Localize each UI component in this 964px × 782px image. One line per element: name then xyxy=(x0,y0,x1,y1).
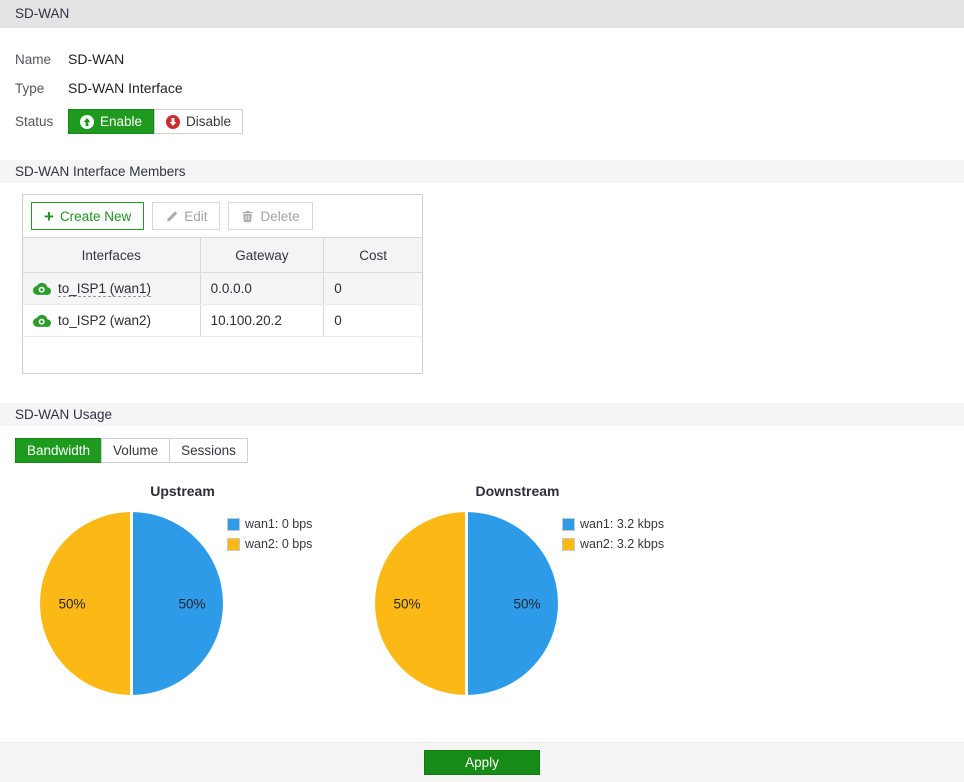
legend-item: wan2: 3.2 kbps xyxy=(562,537,664,551)
tab-bandwidth[interactable]: Bandwidth xyxy=(15,438,103,463)
pencil-icon xyxy=(167,210,178,222)
pie-percent-label: 50% xyxy=(178,596,206,611)
wan-cloud-icon xyxy=(33,314,51,327)
wan1-swatch xyxy=(562,517,575,531)
name-label: Name xyxy=(15,51,52,67)
cost-cell: 0 xyxy=(323,272,422,305)
enable-button[interactable]: Enable xyxy=(68,109,155,134)
gateway-cell: 0.0.0.0 xyxy=(199,272,324,305)
legend-label: wan2: 0 bps xyxy=(245,537,313,551)
apply-button[interactable]: Apply xyxy=(424,750,540,775)
legend-label: wan1: 3.2 kbps xyxy=(580,517,665,531)
type-row: Type SD-WAN Interface xyxy=(15,80,964,96)
delete-button[interactable]: Delete xyxy=(228,202,313,230)
wan1-swatch xyxy=(227,517,240,531)
downstream-chart: Downstream 50% 50% wan1: 3.2 kbps wan2: … xyxy=(350,483,685,695)
status-row: Status Enable Disable xyxy=(15,109,964,134)
legend-item: wan1: 0 bps xyxy=(227,517,312,531)
legend-item: wan2: 0 bps xyxy=(227,537,312,551)
upstream-chart: Upstream 50% 50% wan1: 0 bps wan2: 0 bps xyxy=(15,483,350,695)
downstream-chart-title: Downstream xyxy=(475,483,560,499)
page-title: SD-WAN xyxy=(15,6,70,21)
trash-icon xyxy=(242,210,253,222)
members-section-title: SD-WAN Interface Members xyxy=(15,164,186,179)
header-interfaces[interactable]: Interfaces xyxy=(23,237,201,273)
disable-button[interactable]: Disable xyxy=(154,109,244,134)
members-table: Interfaces Gateway Cost to_ISP1 (wan1) xyxy=(23,237,422,337)
footer-bar: Apply xyxy=(0,742,964,782)
plus-icon: + xyxy=(44,206,54,226)
legend-item: wan1: 3.2 kbps xyxy=(562,517,664,531)
usage-section-bar: SD-WAN Usage xyxy=(0,403,964,426)
members-toolbar: + Create New Edit Delete xyxy=(23,195,422,237)
members-table-header-row: Interfaces Gateway Cost xyxy=(23,237,422,273)
name-row: Name SD-WAN xyxy=(15,51,964,67)
disable-label: Disable xyxy=(186,114,232,129)
usage-charts: Upstream 50% 50% wan1: 0 bps wan2: 0 bps… xyxy=(0,483,964,695)
type-label: Type xyxy=(15,80,45,96)
edit-button[interactable]: Edit xyxy=(152,202,221,230)
pie-percent-label: 50% xyxy=(513,596,541,611)
type-value: SD-WAN Interface xyxy=(68,80,183,96)
wan2-swatch xyxy=(227,537,240,551)
upstream-pie: 50% 50% xyxy=(40,512,223,695)
delete-label: Delete xyxy=(260,208,300,224)
status-toggle: Enable Disable xyxy=(68,109,244,134)
interface-name[interactable]: to_ISP1 (wan1) xyxy=(58,280,152,297)
usage-tabs: Bandwidth Volume Sessions xyxy=(15,438,248,463)
header-gateway[interactable]: Gateway xyxy=(199,237,324,273)
tab-volume[interactable]: Volume xyxy=(101,438,171,463)
table-empty-space xyxy=(23,337,422,373)
interface-name[interactable]: to_ISP2 (wan2) xyxy=(58,313,152,328)
header-cost[interactable]: Cost xyxy=(323,237,422,273)
downstream-legend: wan1: 3.2 kbps wan2: 3.2 kbps xyxy=(562,517,664,695)
legend-label: wan1: 0 bps xyxy=(245,517,313,531)
members-section-bar: SD-WAN Interface Members xyxy=(0,160,964,183)
upstream-chart-title: Upstream xyxy=(150,483,215,499)
legend-label: wan2: 3.2 kbps xyxy=(580,537,665,551)
sdwan-form: Name SD-WAN Type SD-WAN Interface Status… xyxy=(0,28,964,160)
pie-percent-label: 50% xyxy=(58,596,86,611)
gateway-cell: 10.100.20.2 xyxy=(199,304,324,337)
enable-label: Enable xyxy=(100,114,143,129)
name-value: SD-WAN xyxy=(68,51,125,67)
members-panel: + Create New Edit Delete Interfaces Gate… xyxy=(22,194,423,374)
usage-section-title: SD-WAN Usage xyxy=(15,407,113,422)
arrow-down-circle-icon xyxy=(166,114,181,129)
table-row[interactable]: to_ISP1 (wan1) 0.0.0.0 0 xyxy=(23,272,422,305)
edit-label: Edit xyxy=(184,208,208,224)
page-title-bar: SD-WAN xyxy=(0,0,964,28)
tab-sessions[interactable]: Sessions xyxy=(169,438,248,463)
pie-percent-label: 50% xyxy=(393,596,421,611)
downstream-pie: 50% 50% xyxy=(375,512,558,695)
create-new-button[interactable]: + Create New xyxy=(31,202,145,230)
upstream-legend: wan1: 0 bps wan2: 0 bps xyxy=(227,517,312,695)
wan-cloud-icon xyxy=(33,282,51,295)
table-row[interactable]: to_ISP2 (wan2) 10.100.20.2 0 xyxy=(23,304,422,337)
arrow-up-circle-icon xyxy=(80,114,94,129)
create-new-label: Create New xyxy=(59,208,132,224)
status-label: Status xyxy=(15,114,54,129)
cost-cell: 0 xyxy=(323,304,422,337)
wan2-swatch xyxy=(562,537,575,551)
